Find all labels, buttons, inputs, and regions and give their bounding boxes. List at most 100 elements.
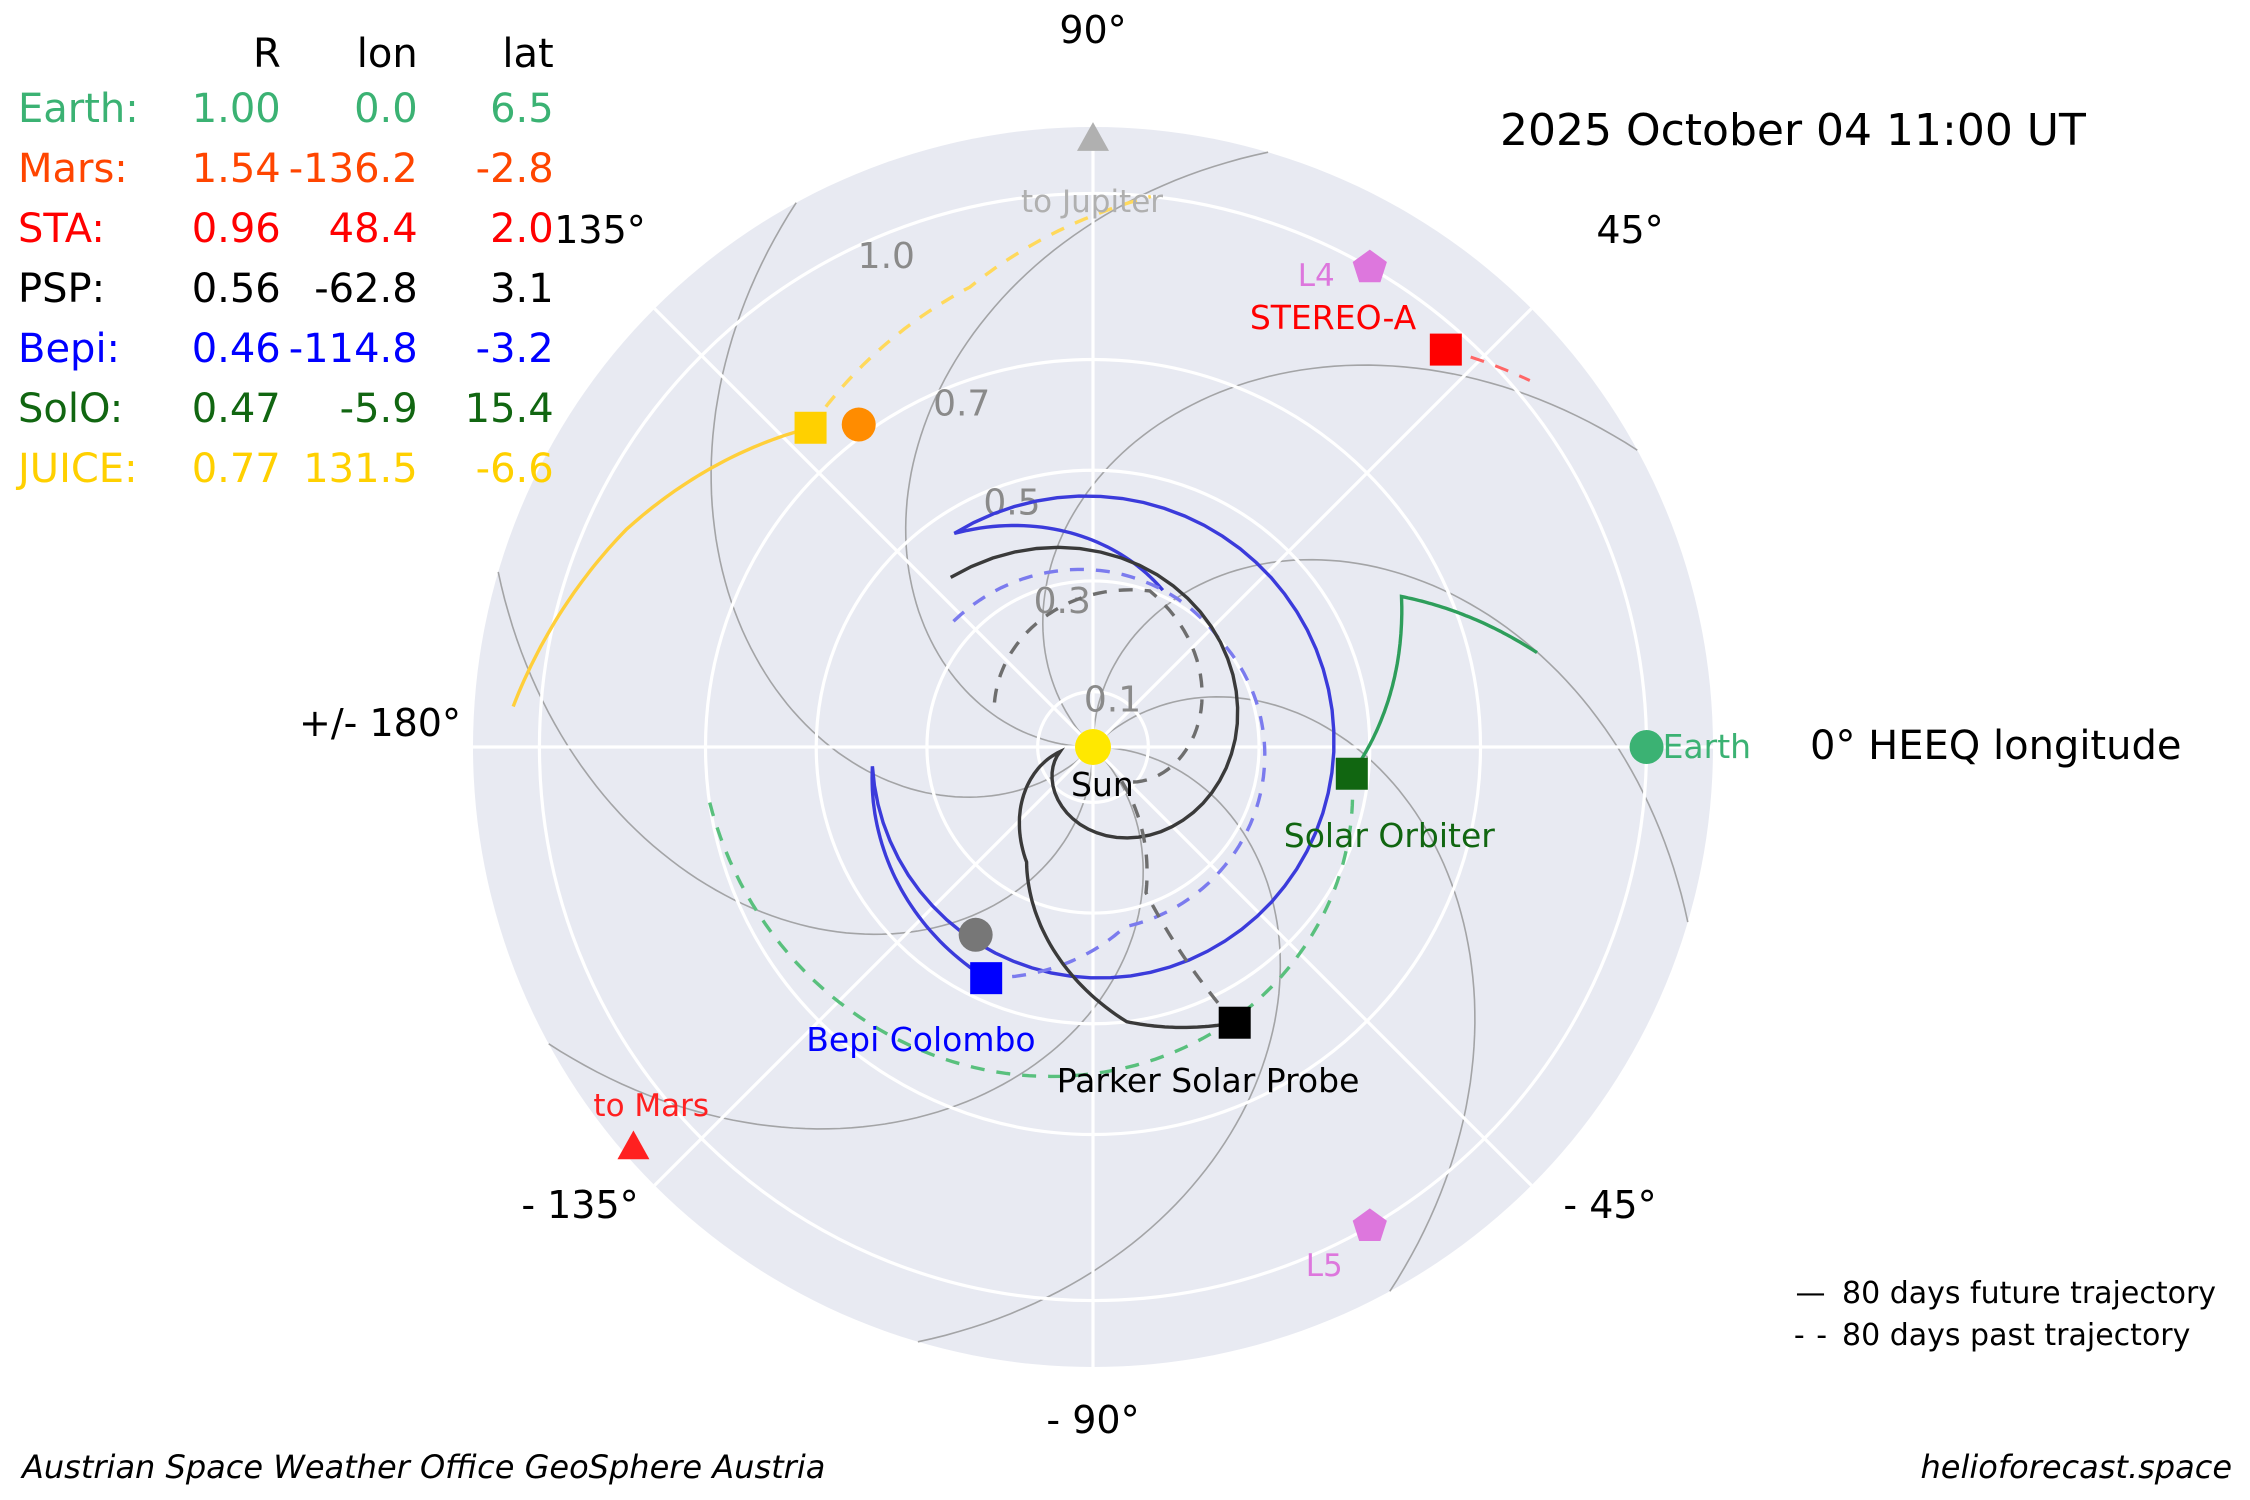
cell-lat: -6.6 <box>475 446 554 492</box>
cell-R: 0.46 <box>191 326 281 372</box>
angle-label-135_: 135° <box>554 208 646 252</box>
trajectory-group <box>511 194 1538 1079</box>
table-row: Bepi: 0.46 -114.8 -3.2 <box>0 319 562 379</box>
marker-juice <box>794 411 827 444</box>
angular-spoke-135 <box>653 307 1095 749</box>
trajectory-solar-orbiter-past <box>707 773 1355 1079</box>
object-label-l4: L4 <box>1297 257 1335 294</box>
object-label-parker-solar-probe: Parker Solar Probe <box>1056 1060 1360 1100</box>
parker-spiral-grid <box>497 151 1689 1343</box>
legend-item-past: - - 80 days past trajectory <box>1780 1314 2216 1356</box>
cell-lat: -3.2 <box>475 326 554 372</box>
object-label-l5: L5 <box>1305 1248 1343 1285</box>
marker-earth <box>1629 730 1664 764</box>
marker-venus <box>841 407 876 442</box>
col-header-R: R <box>252 31 281 77</box>
marker-sun <box>1075 729 1111 765</box>
cell-name: Mars: <box>18 146 128 192</box>
marker-l5 <box>1352 1208 1387 1241</box>
marker-mars-dir <box>617 1130 650 1160</box>
plot-title: 2025 October 04 11:00 UT <box>1500 105 2086 156</box>
cell-R: 1.00 <box>191 86 281 132</box>
col-header-lon: lon <box>356 31 418 77</box>
parker-spiral-line <box>710 202 1086 799</box>
trajectory-juice-past <box>809 194 1152 429</box>
heeq-longitude-label: 0° HEEQ longitude <box>1810 723 2182 769</box>
cell-lon: -5.9 <box>339 386 418 432</box>
marker-parker-solar-probe <box>1218 1006 1251 1039</box>
radial-tick-label: 0.3 <box>1034 581 1091 622</box>
cell-lat: 2.0 <box>490 206 554 252</box>
radial-tick-label-group: 1.00.70.50.30.1 <box>858 236 1141 721</box>
object-label-sun: Sun <box>1071 765 1134 804</box>
angle-label-_135_: - 135° <box>521 1183 639 1227</box>
cell-name: PSP: <box>18 266 106 312</box>
trajectory-psp-future <box>949 545 1240 1030</box>
angle-label-_90_: - 90° <box>1046 1398 1140 1442</box>
table-header-row: R lon lat <box>0 30 562 79</box>
cell-lon: 48.4 <box>328 206 418 252</box>
angular-spoke-315 <box>1091 745 1533 1187</box>
table-row: STA: 0.96 48.4 2.0 <box>0 199 562 259</box>
parker-spiral-line <box>497 571 1094 936</box>
cell-R: 0.96 <box>191 206 281 252</box>
table-row: JUICE: 0.77 131.5 -6.6 <box>0 439 562 499</box>
cell-lon: 0.0 <box>354 86 418 132</box>
parker-spiral-line <box>1041 364 1638 740</box>
cell-lat: -2.8 <box>475 146 554 192</box>
cell-name: SolO: <box>18 386 124 432</box>
cell-name: STA: <box>18 206 105 252</box>
marker-l4 <box>1352 249 1387 283</box>
cell-name: JUICE: <box>18 446 138 492</box>
cell-lat: 6.5 <box>490 86 554 132</box>
table-row: SolO: 0.47 -5.9 15.4 <box>0 379 562 439</box>
object-label-mars-dir: to Mars <box>593 1088 710 1125</box>
legend-label-past: 80 days past trajectory <box>1842 1317 2191 1353</box>
table-row: Mars: 1.54 -136.2 -2.8 <box>0 139 562 199</box>
object-label-bepi-colombo: Bepi Colombo <box>806 1020 1036 1060</box>
legend-label-future: 80 days future trajectory <box>1842 1275 2217 1311</box>
object-label-earth: Earth <box>1662 727 1752 766</box>
trajectory-solar-orbiter-future <box>1350 594 1538 775</box>
marker-solar-orbiter <box>1335 757 1368 790</box>
dashed-line-icon: - - <box>1793 1317 1829 1353</box>
angle-label-90_: 90° <box>1059 8 1127 52</box>
parker-spiral-line <box>548 754 1145 1130</box>
cell-R: 0.56 <box>191 266 281 312</box>
marker-bepi-colombo <box>970 962 1003 995</box>
trajectory-psp-past <box>992 588 1236 1024</box>
cell-lon: -62.8 <box>314 266 418 312</box>
trajectory-legend: — 80 days future trajectory - - 80 days … <box>1780 1272 2216 1356</box>
marker-mercury <box>958 917 993 952</box>
angular-spoke-45 <box>1091 307 1533 749</box>
cell-R: 1.54 <box>191 146 281 192</box>
angle-label-_180_: +/- 180° <box>299 701 461 745</box>
object-label-stereo-a: STEREO-A <box>1249 297 1417 337</box>
solid-line-icon: — <box>1795 1275 1827 1311</box>
footer-right[interactable]: helioforecast.space <box>1920 1448 2232 1486</box>
cell-R: 0.77 <box>191 446 281 492</box>
marker-group <box>617 122 1664 1241</box>
angle-label-45_: 45° <box>1596 208 1664 252</box>
table-row: PSP: 0.56 -62.8 3.1 <box>0 259 562 319</box>
table-row: Earth: 1.00 0.0 6.5 <box>0 79 562 139</box>
cell-lat: 15.4 <box>464 386 554 432</box>
cell-lon: -136.2 <box>288 146 418 192</box>
cell-lon: -114.8 <box>288 326 418 372</box>
parker-spiral-line <box>1092 558 1689 923</box>
radial-tick-label: 1.0 <box>858 236 915 277</box>
cell-R: 0.47 <box>191 386 281 432</box>
trajectory-juice-future <box>511 426 812 708</box>
cell-lon: 131.5 <box>303 446 418 492</box>
cell-lat: 3.1 <box>490 266 554 312</box>
col-header-lat: lat <box>502 31 554 77</box>
footer-left: Austrian Space Weather Office GeoSphere … <box>22 1448 826 1486</box>
trajectory-bepi-future <box>870 494 1336 980</box>
marker-stereo-a <box>1429 333 1462 366</box>
trajectory-bepi-past <box>947 567 1267 980</box>
cell-name: Bepi: <box>18 326 121 372</box>
object-label-jupiter-dir: to Jupiter <box>1021 184 1164 221</box>
legend-item-future: — 80 days future trajectory <box>1780 1272 2217 1314</box>
object-label-solar-orbiter: Solar Orbiter <box>1283 815 1495 855</box>
